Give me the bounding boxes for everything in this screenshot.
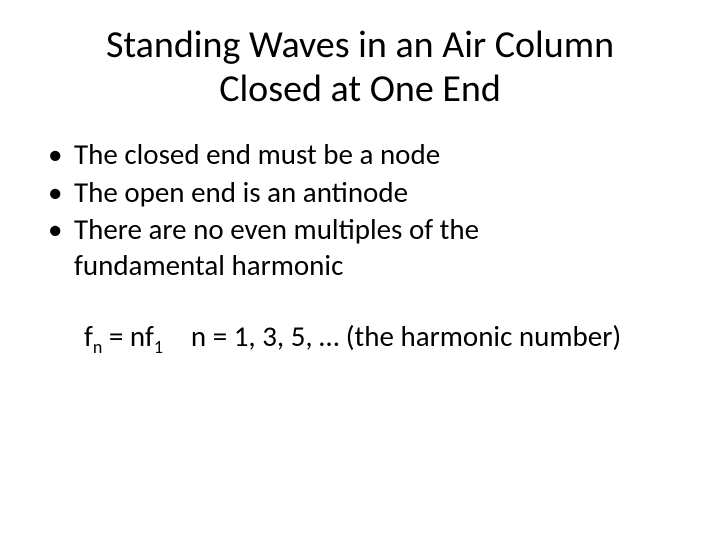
bullet-list: The closed end must be a node The open e… xyxy=(28,137,692,283)
slide-title: Standing Waves in an Air Column Closed a… xyxy=(28,24,692,111)
slide: Standing Waves in an Air Column Closed a… xyxy=(0,0,720,540)
bullet-text: fundamental harmonic xyxy=(74,247,343,283)
formula-eq: = xyxy=(102,318,130,354)
bullet-text: The open end is an antinode xyxy=(74,174,408,210)
formula-rhs-f: f xyxy=(145,318,154,354)
title-line-2: Closed at One End xyxy=(219,66,501,112)
formula-line: fn = nf1n = 1, 3, 5, … (the harmonic num… xyxy=(28,319,692,354)
bullet-text: There are no even multiples of the xyxy=(74,211,479,247)
formula-rhs-n: n xyxy=(130,318,145,354)
formula-condition: n = 1, 3, 5, … (the harmonic number) xyxy=(191,318,621,354)
formula-lhs-f: f xyxy=(84,318,93,354)
formula-rhs-sub-1: 1 xyxy=(154,336,163,358)
title-line-1: Standing Waves in an Air Column xyxy=(106,22,614,68)
bullet-item: The closed end must be a node xyxy=(48,137,692,172)
formula-lhs-sub-n: n xyxy=(93,336,102,358)
bullet-text: The closed end must be a node xyxy=(74,136,440,172)
bullet-item: The open end is an antinode xyxy=(48,175,692,210)
bullet-item: There are no even multiples of the funda… xyxy=(48,212,692,283)
